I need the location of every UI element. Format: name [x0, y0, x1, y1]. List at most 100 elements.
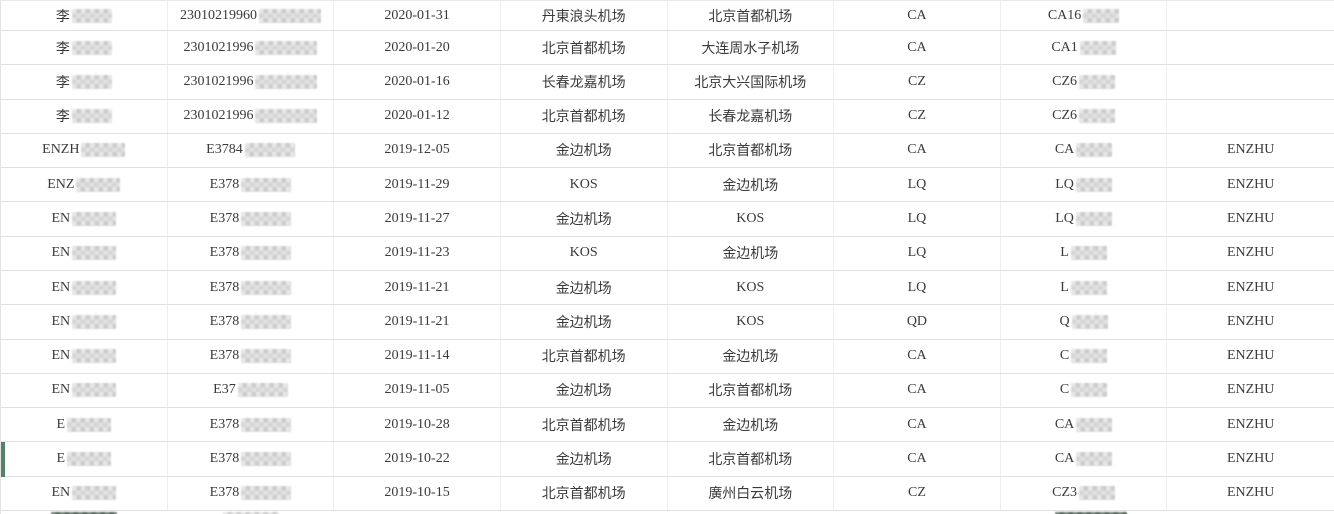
cell-flight-number[interactable]: CA	[1001, 133, 1168, 168]
cell-flight-date[interactable]: 2019-10-22	[334, 442, 501, 476]
cell-passenger-name[interactable]: ENZH	[1, 133, 168, 168]
cell-airline-code[interactable]: CA	[834, 133, 1001, 168]
cell-airline-code[interactable]: CZ	[834, 476, 1001, 510]
cell-arrival-airport[interactable]: 北京大兴国际机场	[668, 65, 835, 99]
cell-flight-date[interactable]: 2020-01-16	[334, 65, 501, 99]
cell-flight-date[interactable]: 2019-11-05	[334, 373, 501, 408]
cell-passenger-name[interactable]: EN	[1, 202, 168, 236]
cell-flight-number[interactable]: CZ6	[1001, 99, 1168, 133]
cell-departure-airport[interactable]: KOS	[501, 168, 668, 202]
cell-traveler-name[interactable]: ENZHU	[1167, 340, 1334, 373]
cell-flight-number[interactable]: L	[1001, 270, 1168, 305]
cell-traveler-name[interactable]: ENZHU	[1167, 374, 1334, 407]
cell-airline-code[interactable]: LQ	[834, 202, 1001, 236]
cell-passenger-name[interactable]: EN	[1, 476, 168, 510]
cell-airline-code[interactable]: CA	[834, 442, 1001, 476]
cell-passenger-name[interactable]: EN	[1, 270, 168, 305]
cell-id-number[interactable]: E378	[168, 442, 335, 476]
cell-id-number[interactable]: E378	[168, 168, 335, 202]
cell-traveler-name[interactable]: ENZHU	[1167, 271, 1334, 304]
cell-id-number[interactable]: 2301021996	[168, 65, 335, 99]
cell-arrival-airport[interactable]: 大连周水子机场	[668, 31, 835, 65]
cell-arrival-airport[interactable]: 廣州白云机场	[668, 476, 835, 510]
cell-departure-airport[interactable]: 丹東浪头机场	[501, 1, 668, 30]
cell-arrival-airport[interactable]: 北京首都机场	[668, 1, 835, 30]
cell-passenger-name[interactable]: E	[1, 442, 168, 476]
cell-airline-code[interactable]: QD	[834, 305, 1001, 339]
cell-airline-code[interactable]: CZ	[834, 65, 1001, 99]
cell-flight-date[interactable]: 2020-01-31	[334, 1, 501, 30]
cell-departure-airport[interactable]: KOS	[501, 236, 668, 270]
cell-airline-code[interactable]: CA	[834, 31, 1001, 65]
cell-departure-airport[interactable]: 北京首都机场	[501, 339, 668, 373]
cell-passenger-name[interactable]: ENZ	[1, 168, 168, 202]
cell-flight-date[interactable]: 2019-12-05	[334, 133, 501, 168]
cell-departure-airport[interactable]: 金边机场	[501, 305, 668, 339]
cell-flight-number[interactable]: L	[1001, 236, 1168, 270]
cell-departure-airport[interactable]: 金边机场	[501, 202, 668, 236]
cell-departure-airport[interactable]: 北京首都机场	[501, 31, 668, 65]
cell-id-number[interactable]: E378	[168, 270, 335, 305]
cell-airline-code[interactable]: CA	[834, 408, 1001, 442]
cell-flight-number[interactable]: C	[1001, 339, 1168, 373]
cell-flight-number[interactable]: CZ3	[1001, 476, 1168, 510]
cell-departure-airport[interactable]: 金边机场	[501, 133, 668, 168]
cell-traveler-name[interactable]	[1167, 65, 1334, 98]
cell-arrival-airport[interactable]: 北京首都机场	[668, 133, 835, 168]
cell-flight-number[interactable]: C	[1001, 373, 1168, 408]
cell-id-number[interactable]: E378	[168, 236, 335, 270]
cell-flight-date[interactable]: 2020-01-20	[334, 31, 501, 65]
cell-departure-airport[interactable]: 北京首都机场	[501, 476, 668, 510]
cell-flight-date[interactable]: 2019-11-27	[334, 202, 501, 236]
cell-flight-number[interactable]: LQ	[1001, 202, 1168, 236]
cell-passenger-name[interactable]: EN	[1, 305, 168, 339]
cell-id-number[interactable]: E37	[168, 373, 335, 408]
cell-departure-airport[interactable]: 北京首都机场	[501, 99, 668, 133]
cell-id-number[interactable]: E378	[168, 305, 335, 339]
cell-flight-date[interactable]: 2019-11-21	[334, 305, 501, 339]
cell-traveler-name[interactable]: ENZHU	[1167, 408, 1334, 441]
cell-flight-number[interactable]: LQ	[1001, 168, 1168, 202]
cell-arrival-airport[interactable]: 金边机场	[668, 408, 835, 442]
cell-traveler-name[interactable]: ENZHU	[1167, 237, 1334, 270]
cell-flight-number[interactable]: CA1	[1001, 31, 1168, 65]
cell-departure-airport[interactable]: 北京首都机场	[501, 408, 668, 442]
cell-departure-airport[interactable]: 长春龙嘉机场	[501, 65, 668, 99]
cell-passenger-name[interactable]: EN	[1, 236, 168, 270]
cell-airline-code[interactable]: LQ	[834, 236, 1001, 270]
cell-passenger-name[interactable]: E	[1, 408, 168, 442]
cell-arrival-airport[interactable]: 长春龙嘉机场	[668, 99, 835, 133]
cell-flight-date[interactable]: 2019-11-14	[334, 339, 501, 373]
cell-flight-date[interactable]: 2020-01-12	[334, 99, 501, 133]
cell-flight-number[interactable]: CZ6	[1001, 65, 1168, 99]
cell-flight-number[interactable]: Q	[1001, 305, 1168, 339]
cell-departure-airport[interactable]: 金边机场	[501, 373, 668, 408]
cell-id-number[interactable]: E3784	[168, 133, 335, 168]
cell-id-number[interactable]: E378	[168, 202, 335, 236]
cell-flight-number[interactable]: CA16	[1001, 1, 1168, 30]
cell-traveler-name[interactable]: ENZHU	[1167, 477, 1334, 510]
cell-passenger-name[interactable]: 李	[1, 31, 168, 65]
cell-passenger-name[interactable]: EN	[1, 339, 168, 373]
cell-arrival-airport[interactable]: 北京首都机场	[668, 442, 835, 476]
cell-passenger-name[interactable]: 李	[1, 1, 168, 30]
cell-traveler-name[interactable]: ENZHU	[1167, 442, 1334, 475]
cell-traveler-name[interactable]: ENZHU	[1167, 168, 1334, 201]
cell-flight-number[interactable]: CA	[1001, 408, 1168, 442]
cell-passenger-name[interactable]: EN	[1, 373, 168, 408]
cell-flight-date[interactable]: 2019-11-21	[334, 270, 501, 305]
cell-departure-airport[interactable]: 金边机场	[501, 442, 668, 476]
cell-airline-code[interactable]: CA	[834, 1, 1001, 30]
cell-id-number[interactable]: E378	[168, 339, 335, 373]
cell-flight-date[interactable]: 2019-10-15	[334, 476, 501, 510]
cell-flight-date[interactable]: 2019-11-29	[334, 168, 501, 202]
cell-departure-airport[interactable]: 金边机场	[501, 270, 668, 305]
cell-arrival-airport[interactable]: 金边机场	[668, 236, 835, 270]
cell-arrival-airport[interactable]: 金边机场	[668, 339, 835, 373]
cell-traveler-name[interactable]	[1167, 31, 1334, 64]
cell-passenger-name[interactable]: 李	[1, 99, 168, 133]
cell-airline-code[interactable]: LQ	[834, 270, 1001, 305]
cell-arrival-airport[interactable]: KOS	[668, 270, 835, 305]
cell-airline-code[interactable]: CA	[834, 373, 1001, 408]
cell-arrival-airport[interactable]: KOS	[668, 202, 835, 236]
